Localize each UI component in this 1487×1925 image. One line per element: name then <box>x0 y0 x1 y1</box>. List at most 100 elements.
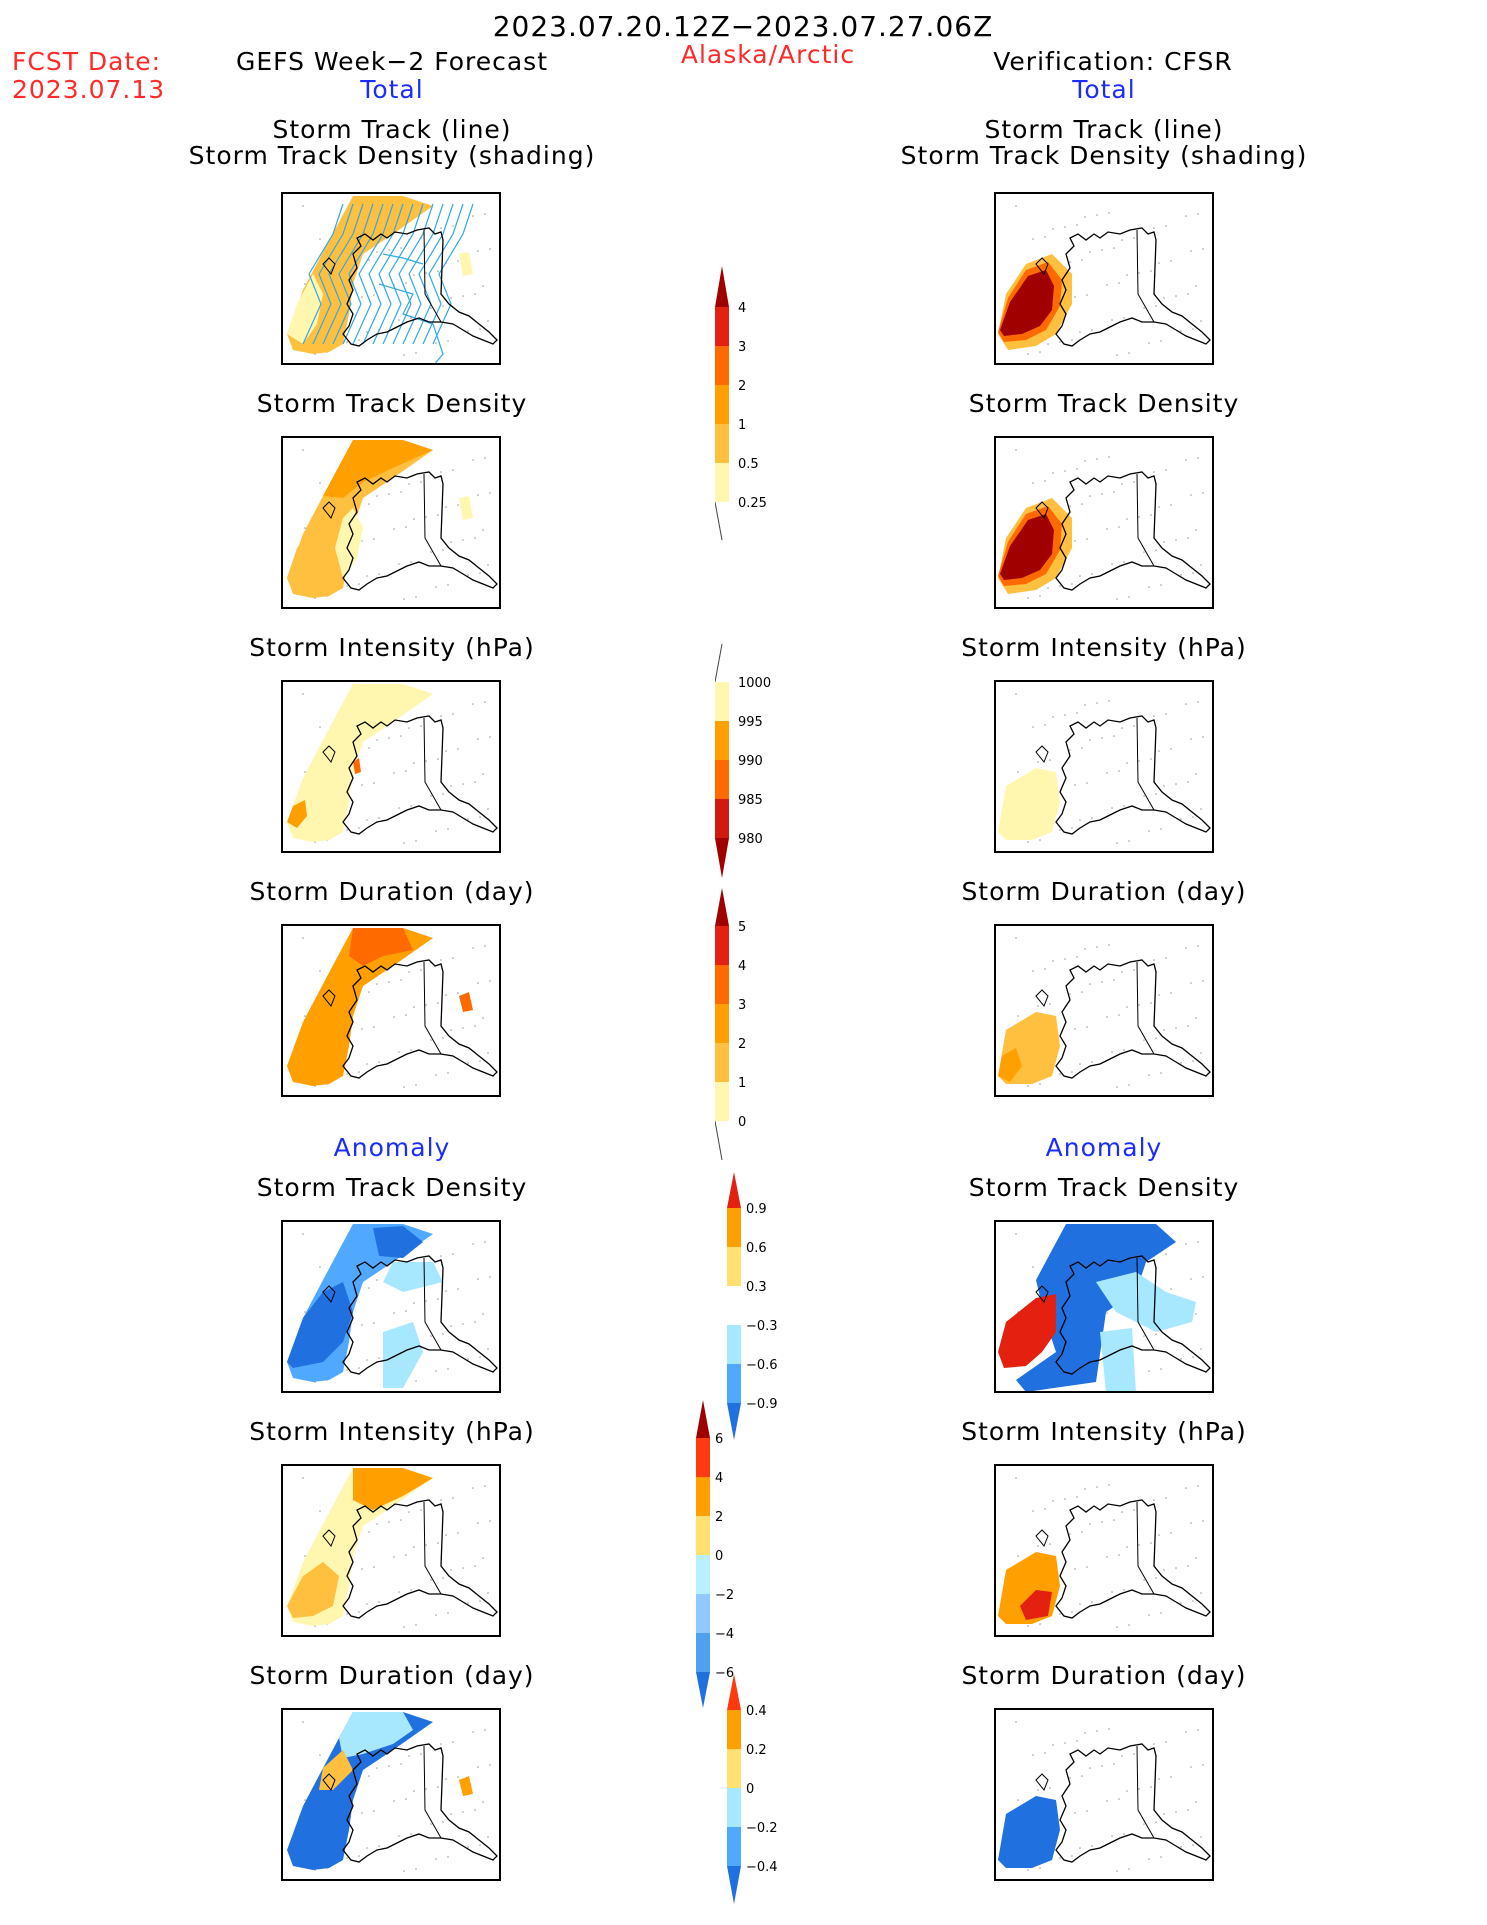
cbar-arrow-bottom <box>696 1672 710 1708</box>
graticule-dot <box>482 1801 484 1803</box>
fcst-date-label: FCST Date: <box>12 47 162 76</box>
graticule-dot <box>1015 449 1017 451</box>
graticule-dot <box>400 979 402 981</box>
graticule-dot <box>405 1798 407 1800</box>
graticule-dot <box>479 328 481 330</box>
graticule-dot <box>437 514 439 516</box>
map-track-left <box>281 192 501 365</box>
cbar-tick: 4 <box>738 959 746 974</box>
graticule-dot <box>447 1368 449 1370</box>
graticule-dot <box>1155 1333 1157 1335</box>
cbar-tick: 2 <box>715 1510 723 1525</box>
graticule-dot <box>1086 1026 1088 1028</box>
graticule-dot <box>1059 1613 1061 1615</box>
graticule-dot <box>361 784 363 786</box>
graticule-dot <box>452 1253 454 1255</box>
graticule-dot <box>388 737 390 739</box>
cbar-tick: −6 <box>715 1666 734 1681</box>
map-duration-anom-left <box>281 1708 501 1881</box>
map-duration-anom-left-svg <box>287 1712 498 1872</box>
graticule-dot <box>319 1754 321 1756</box>
graticule-dot <box>1052 472 1054 474</box>
graticule-dot <box>1165 1497 1167 1499</box>
graticule-dot <box>1101 737 1103 739</box>
cbar-tick: 4 <box>738 301 746 316</box>
graticule-dot <box>1015 1233 1017 1235</box>
graticule-dot <box>1170 992 1172 994</box>
graticule-dot <box>489 248 491 250</box>
graticule-dot <box>1200 320 1202 322</box>
shade-anom-neg-weak <box>339 1712 413 1758</box>
graticule-dot <box>413 1006 415 1008</box>
graticule-dot <box>1192 1844 1194 1846</box>
graticule-dot <box>319 482 321 484</box>
graticule-dot <box>482 529 484 531</box>
cbar-tick: 1000 <box>738 676 771 691</box>
graticule-dot <box>1101 981 1103 983</box>
graticule-dot <box>457 260 459 262</box>
graticule-dot <box>1155 1821 1157 1823</box>
graticule-dot <box>1074 540 1076 542</box>
graticule-dot <box>1180 574 1182 576</box>
graticule-dot <box>474 781 476 783</box>
graticule-dot <box>1069 505 1071 507</box>
graticule-dot <box>457 1776 459 1778</box>
alaska-coastline <box>342 715 498 835</box>
graticule-dot <box>1195 773 1197 775</box>
right-column-title: Verification: CFSR <box>993 47 1233 76</box>
graticule-dot <box>1096 1730 1098 1732</box>
graticule-dot <box>368 1287 370 1289</box>
graticule-dot <box>1138 516 1140 518</box>
map-duration-left <box>281 924 501 1097</box>
graticule-dot <box>1039 595 1041 597</box>
graticule-dot <box>1175 783 1177 785</box>
graticule-dot <box>1128 1084 1130 1086</box>
graticule-dot <box>1200 1052 1202 1054</box>
graticule-dot <box>1027 1085 1029 1087</box>
graticule-dot <box>1121 239 1123 241</box>
cbar-tick: 1 <box>738 418 746 433</box>
graticule-dot <box>1118 1014 1120 1016</box>
graticule-dot <box>1049 759 1051 761</box>
shade-anom-4-6 <box>1020 1590 1052 1620</box>
shade-anom-neg-strong <box>1016 1224 1176 1391</box>
cbar-seg <box>715 346 729 385</box>
graticule-dot <box>1153 471 1155 473</box>
graticule-dot <box>368 991 370 993</box>
graticule-dot <box>1106 1016 1108 1018</box>
alaska-coastline <box>342 1499 498 1619</box>
graticule-dot <box>410 805 412 807</box>
graticule-dot <box>477 1278 479 1280</box>
cbar-tick: −0.3 <box>746 1319 778 1334</box>
cbar-arrow-top <box>727 1172 741 1208</box>
cbar-arrow-bottom <box>727 1403 741 1440</box>
graticule-dot <box>1101 1521 1103 1523</box>
graticule-dot <box>425 1788 427 1790</box>
period-title: 2023.07.20.12Z−2023.07.27.06Z <box>492 10 994 43</box>
graticule-dot <box>1133 237 1135 239</box>
graticule-dot <box>1192 816 1194 818</box>
graticule-dot <box>1076 712 1078 714</box>
graticule-dot <box>378 817 380 819</box>
graticule-dot <box>425 516 427 518</box>
cbar-seg <box>715 799 729 838</box>
graticule-dot <box>413 518 415 520</box>
title-density-anom-right: Storm Track Density <box>968 1173 1240 1202</box>
cbar-tick: 0 <box>746 1782 754 1797</box>
graticule-dot <box>1101 249 1103 251</box>
graticule-dot <box>1143 1579 1145 1581</box>
cbar-seg <box>696 1516 710 1555</box>
chukotka-coast <box>1035 257 1049 275</box>
graticule-dot <box>1200 1592 1202 1594</box>
graticule-dot <box>1076 1740 1078 1742</box>
cbar-tick: −4 <box>715 1627 734 1642</box>
graticule-dot <box>447 340 449 342</box>
cbar-seg <box>727 1208 741 1247</box>
graticule-dot <box>462 1027 464 1029</box>
cbar-tick: 3 <box>738 998 746 1013</box>
graticule-dot <box>1108 212 1110 214</box>
graticule-dot <box>1133 725 1135 727</box>
cbar-seg <box>727 1247 741 1286</box>
chukotka-coast <box>1035 745 1049 763</box>
graticule-dot <box>420 725 422 727</box>
